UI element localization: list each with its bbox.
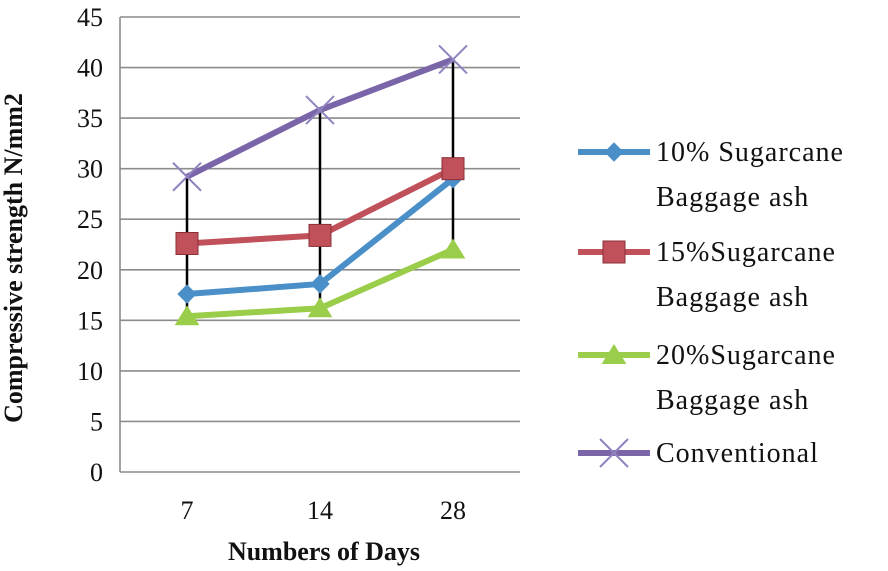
legend-item: Conventional [578,438,819,469]
legend-label: Baggage ash [656,282,809,313]
data-point [441,157,465,181]
x-marker-stroke [305,95,335,125]
x-marker-stroke [172,162,202,192]
y-tick-label: 10 [77,357,103,386]
y-tick-label: 15 [77,306,103,335]
data-point [175,231,199,255]
legend-label: 15%Sugarcane [656,237,836,268]
legend-marker [602,240,626,264]
legend-label: Conventional [656,438,819,469]
legend-label: 20%Sugarcane [656,340,836,371]
legend-marker [601,344,627,364]
data-point [174,305,200,326]
data-point [172,162,202,192]
x-tick-label: 28 [440,496,466,525]
y-tick-label: 5 [90,407,103,436]
legend-item: 20%Sugarcane Baggage ash [578,340,836,416]
x-tick-labels: 7 14 28 [181,496,467,525]
series [175,157,465,255]
y-tick-label: 40 [77,54,103,83]
legend-marker [604,142,624,162]
y-tick-label: 30 [77,155,103,184]
legend: 10% Sugarcane Baggage ash 15%Sugarcane Bagg… [578,137,844,469]
x-tick-label: 14 [307,496,333,525]
legend-marker [599,438,629,468]
y-tick-label: 45 [77,3,103,32]
legend-label: Baggage ash [656,385,809,416]
data-point [305,95,335,125]
data-point [438,44,468,75]
y-tick-label: 20 [77,256,103,285]
y-axis-title: Compressive strength N/mm2 [0,93,28,423]
legend-item: 15%Sugarcane Baggage ash [578,237,836,313]
x-marker-stroke [599,438,629,468]
series-group [172,44,468,326]
series [174,238,466,326]
x-marker-stroke [438,44,468,75]
y-tick-label: 35 [77,104,103,133]
data-point [308,223,332,247]
y-tick-label: 0 [90,458,103,487]
data-point [307,297,333,318]
x-axis-title: Numbers of Days [228,537,420,566]
legend-label: Baggage ash [656,182,809,213]
data-point [177,284,197,304]
legend-item: 10% Sugarcane Baggage ash [578,137,844,213]
y-tick-labels: 0 5 10 15 20 25 30 35 40 45 [77,3,103,487]
series [172,44,468,192]
data-point [440,238,466,259]
data-point [310,274,330,294]
y-tick-label: 25 [77,205,103,234]
x-tick-label: 7 [181,496,194,525]
legend-label: 10% Sugarcane [656,137,844,168]
